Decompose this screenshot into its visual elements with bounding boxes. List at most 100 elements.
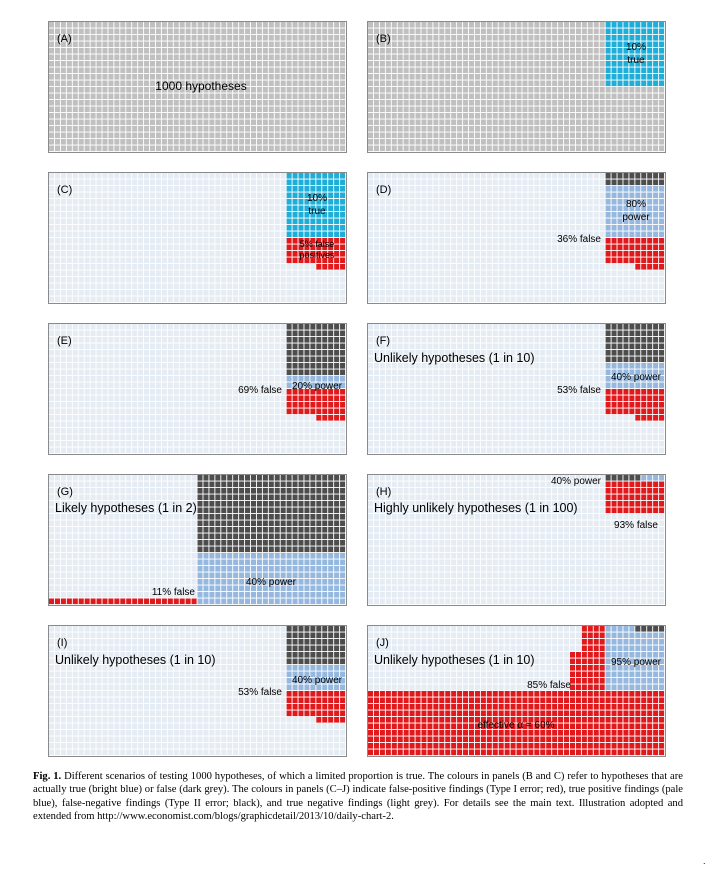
cell-true-negative bbox=[96, 415, 102, 421]
cell-true-negative bbox=[274, 264, 280, 270]
cell-hypothesis bbox=[149, 119, 156, 126]
cell-true-negative bbox=[155, 415, 161, 421]
cell-false-negative bbox=[298, 337, 304, 343]
cell-true-negative bbox=[445, 199, 451, 205]
cell-true-negative bbox=[540, 264, 546, 270]
cell-true-hypothesis bbox=[647, 80, 653, 87]
cell-true-negative bbox=[84, 441, 90, 447]
cell-hypothesis bbox=[179, 113, 185, 119]
cell-true-negative bbox=[385, 225, 391, 231]
cell-true-negative bbox=[114, 376, 120, 382]
cell-true-negative bbox=[84, 244, 90, 251]
cell-true-negative bbox=[617, 277, 623, 283]
cell-hypothesis bbox=[84, 87, 90, 93]
cell-hypothesis bbox=[569, 93, 575, 100]
cell-true-negative bbox=[368, 199, 374, 205]
cell-true-negative bbox=[209, 251, 215, 257]
cell-true-hypothesis bbox=[286, 192, 292, 199]
cell-true-negative bbox=[480, 251, 486, 257]
cell-true-negative bbox=[54, 192, 60, 199]
cell-true-negative bbox=[72, 441, 78, 447]
cell-true-negative bbox=[575, 251, 581, 257]
cell-true-negative bbox=[227, 173, 233, 179]
cell-true-negative bbox=[373, 179, 379, 186]
cell-true-negative bbox=[368, 257, 374, 264]
cell-true-negative bbox=[280, 441, 286, 447]
cell-true-negative bbox=[221, 350, 227, 356]
cell-hypothesis bbox=[132, 35, 138, 41]
cell-hypothesis bbox=[659, 100, 665, 106]
cell-true-negative bbox=[72, 428, 78, 434]
cell-true-negative bbox=[280, 257, 286, 264]
cell-true-negative bbox=[126, 343, 132, 350]
cell-hypothesis bbox=[498, 67, 504, 74]
cell-true-negative bbox=[149, 389, 156, 395]
cell-hypothesis bbox=[623, 145, 629, 152]
cell-true-negative bbox=[149, 231, 156, 238]
cell-hypothesis bbox=[564, 28, 570, 35]
cell-true-negative bbox=[96, 428, 102, 434]
cell-true-negative bbox=[480, 212, 486, 218]
cell-true-negative bbox=[256, 173, 262, 179]
cell-true-negative bbox=[90, 173, 96, 179]
cell-true-positive bbox=[611, 212, 617, 218]
cell-true-negative bbox=[191, 356, 197, 363]
cell-hypothesis bbox=[72, 106, 78, 113]
cell-true-negative bbox=[569, 277, 575, 283]
cell-hypothesis bbox=[239, 22, 245, 28]
cell-hypothesis bbox=[328, 54, 334, 61]
cell-hypothesis bbox=[605, 132, 611, 139]
cell-hypothesis bbox=[221, 48, 227, 54]
cell-true-negative bbox=[239, 244, 245, 251]
cell-true-negative bbox=[167, 356, 173, 363]
cell-true-negative bbox=[480, 231, 486, 238]
cell-true-negative bbox=[245, 408, 251, 415]
cell-true-negative bbox=[498, 270, 504, 277]
cell-true-negative bbox=[274, 251, 280, 257]
cell-true-negative bbox=[409, 277, 415, 283]
cell-true-negative bbox=[185, 324, 191, 330]
cell-hypothesis bbox=[564, 106, 570, 113]
cell-hypothesis bbox=[463, 80, 469, 87]
cell-true-negative bbox=[480, 173, 486, 179]
cell-true-negative bbox=[373, 290, 379, 296]
cell-hypothesis bbox=[138, 100, 144, 106]
cell-true-hypothesis bbox=[641, 48, 647, 54]
cell-true-hypothesis bbox=[617, 54, 623, 61]
cell-hypothesis bbox=[149, 54, 156, 61]
cell-false-positive bbox=[286, 395, 292, 402]
cell-true-negative bbox=[96, 389, 102, 395]
cell-hypothesis bbox=[379, 139, 385, 145]
cell-hypothesis bbox=[239, 126, 245, 132]
cell-true-negative bbox=[558, 238, 564, 244]
cell-hypothesis bbox=[328, 93, 334, 100]
cell-hypothesis bbox=[593, 87, 599, 93]
cell-true-negative bbox=[385, 270, 391, 277]
cell-false-positive bbox=[316, 408, 322, 415]
cell-hypothesis bbox=[534, 28, 540, 35]
cell-true-negative bbox=[552, 264, 558, 270]
cell-true-negative bbox=[409, 270, 415, 277]
cell-true-negative bbox=[84, 382, 90, 389]
cell-true-negative bbox=[617, 270, 623, 277]
cell-true-negative bbox=[421, 296, 427, 303]
cell-true-negative bbox=[599, 212, 605, 218]
panel-annotation: 80% bbox=[626, 199, 646, 210]
cell-false-positive bbox=[641, 238, 647, 244]
cell-true-negative bbox=[575, 205, 581, 212]
cell-false-positive bbox=[328, 238, 334, 244]
cell-true-negative bbox=[373, 251, 379, 257]
cell-false-positive bbox=[641, 244, 647, 251]
cell-hypothesis bbox=[415, 35, 421, 41]
cell-hypothesis bbox=[149, 126, 156, 132]
cell-hypothesis bbox=[623, 126, 629, 132]
cell-true-negative bbox=[149, 257, 156, 264]
cell-hypothesis bbox=[593, 93, 599, 100]
cell-true-negative bbox=[409, 173, 415, 179]
cell-true-negative bbox=[498, 283, 504, 290]
cell-true-negative bbox=[138, 441, 144, 447]
cell-true-negative bbox=[54, 186, 60, 192]
cell-hypothesis bbox=[126, 67, 132, 74]
cell-true-positive bbox=[641, 199, 647, 205]
cell-hypothesis bbox=[480, 61, 486, 67]
